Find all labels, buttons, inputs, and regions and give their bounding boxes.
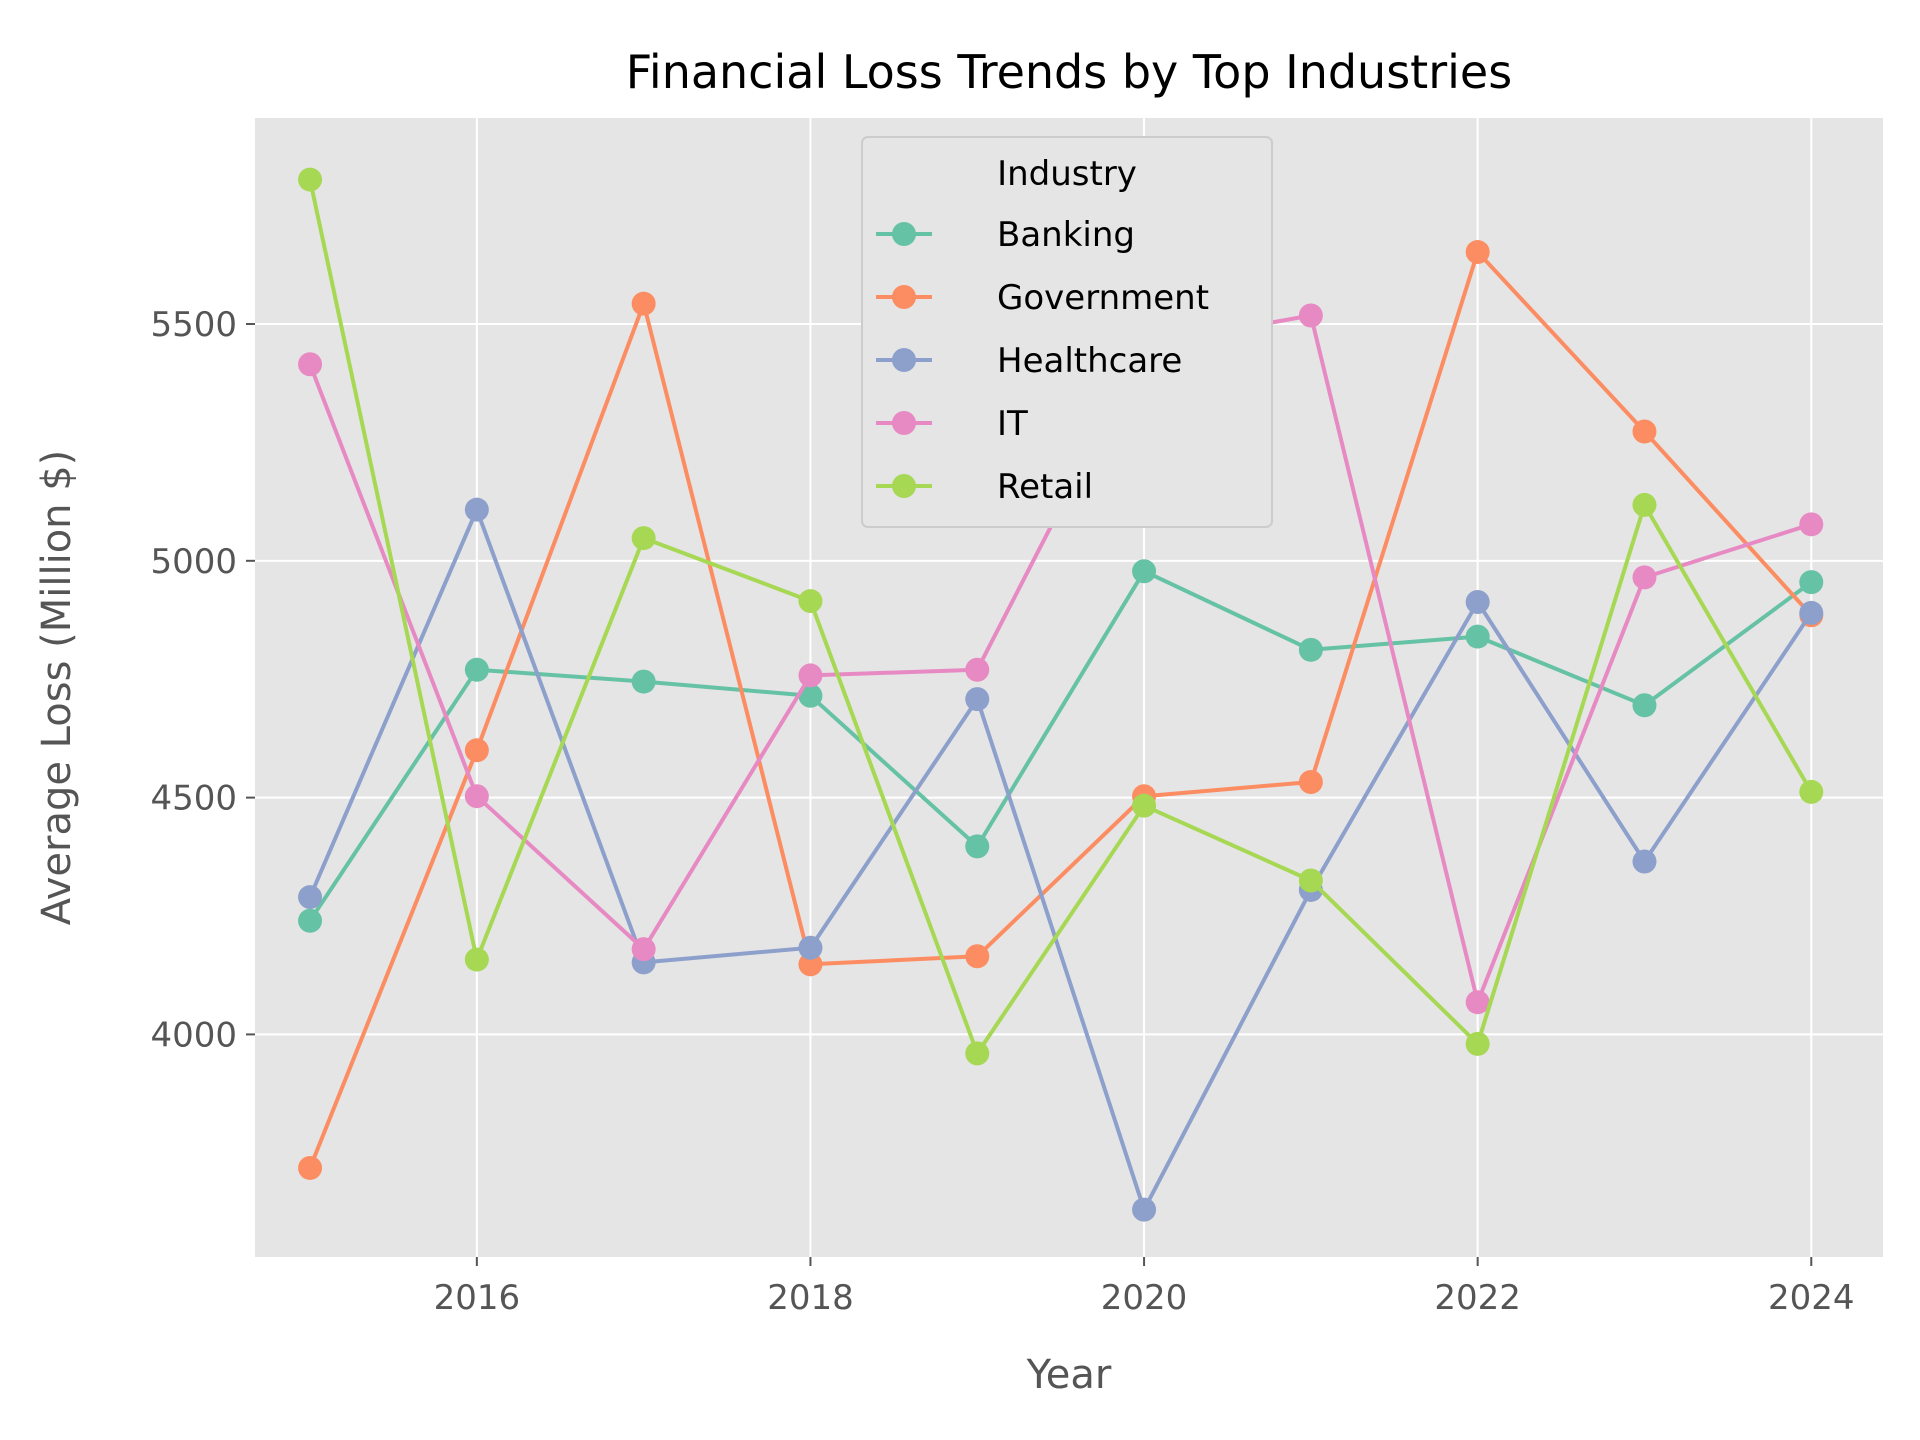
y-axis-ticks: 4000 4500 5000 5500 xyxy=(150,305,255,1055)
legend: Industry Banking Government Healthcare IT Re… xyxy=(861,136,1273,528)
data-point-healthcare xyxy=(464,497,489,522)
series-banking xyxy=(298,559,1824,933)
data-point-government xyxy=(298,1155,323,1180)
data-point-banking xyxy=(464,657,489,682)
legend-box xyxy=(861,136,1273,528)
data-point-it xyxy=(798,663,823,688)
series-line-retail xyxy=(308,179,1814,1056)
data-point-government xyxy=(631,291,656,316)
legend-label-retail: Retail xyxy=(997,467,1093,507)
legend-title: Industry xyxy=(997,154,1137,194)
x-axis-label: Year xyxy=(1026,1352,1112,1398)
data-point-retail xyxy=(1799,779,1824,804)
y-tick-label: 4500 xyxy=(150,779,237,819)
y-tick-label: 5000 xyxy=(150,542,237,582)
data-point-banking xyxy=(965,834,990,859)
x-axis-ticks: 2016 2018 2020 2022 2024 xyxy=(434,1257,1855,1318)
data-point-retail xyxy=(798,589,823,614)
data-point-it xyxy=(464,784,489,809)
data-point-retail xyxy=(464,947,489,972)
data-point-retail xyxy=(965,1041,990,1066)
data-point-government xyxy=(1298,769,1323,794)
x-tick-label: 2020 xyxy=(1101,1278,1188,1318)
data-point-banking xyxy=(798,683,823,708)
data-point-retail xyxy=(1465,1031,1490,1056)
x-tick-label: 2024 xyxy=(1768,1278,1855,1318)
legend-label-it: IT xyxy=(997,404,1028,444)
data-point-banking xyxy=(1132,559,1157,584)
legend-marker-banking xyxy=(892,222,916,246)
series-healthcare xyxy=(298,497,1824,1222)
data-point-banking xyxy=(1298,637,1323,662)
data-point-retail xyxy=(631,526,656,551)
data-point-banking xyxy=(1799,570,1824,595)
data-point-government xyxy=(965,944,990,969)
data-point-healthcare xyxy=(1632,849,1657,874)
data-point-banking xyxy=(1465,624,1490,649)
data-point-healthcare xyxy=(798,935,823,960)
data-point-it xyxy=(1632,565,1657,590)
legend-label-healthcare: Healthcare xyxy=(997,341,1182,381)
data-point-banking xyxy=(1632,693,1657,718)
legend-label-government: Government xyxy=(997,278,1209,318)
data-point-it xyxy=(1465,990,1490,1015)
data-point-healthcare xyxy=(298,885,323,910)
data-point-retail xyxy=(1632,492,1657,517)
x-tick-label: 2016 xyxy=(434,1278,521,1318)
legend-marker-retail xyxy=(892,474,916,498)
data-point-government xyxy=(1465,240,1490,265)
series-line-banking xyxy=(308,569,1813,922)
data-point-it xyxy=(965,657,990,682)
y-axis-label: Average Loss (Million $) xyxy=(34,450,80,926)
data-point-retail xyxy=(1132,793,1157,818)
data-point-healthcare xyxy=(1799,600,1824,625)
legend-marker-it xyxy=(892,411,916,435)
data-point-it xyxy=(298,352,323,377)
data-point-government xyxy=(464,738,489,763)
legend-items: Banking Government Healthcare IT Retail xyxy=(876,215,1209,507)
legend-label-banking: Banking xyxy=(997,215,1135,255)
data-point-it xyxy=(1298,303,1323,328)
series-line-government xyxy=(308,250,1813,1169)
data-point-healthcare xyxy=(1465,590,1490,615)
gridlines xyxy=(255,118,1883,1257)
series-retail xyxy=(298,167,1824,1066)
data-point-banking xyxy=(631,669,656,694)
data-point-government xyxy=(1632,419,1657,444)
data-point-government xyxy=(798,952,823,977)
series-government xyxy=(298,240,1824,1180)
data-point-healthcare xyxy=(1132,1197,1157,1222)
x-tick-label: 2022 xyxy=(1434,1278,1521,1318)
data-point-it xyxy=(1799,512,1824,537)
data-point-healthcare xyxy=(965,687,990,712)
series-line-healthcare xyxy=(308,507,1813,1212)
data-point-banking xyxy=(298,908,323,933)
y-tick-label: 5500 xyxy=(150,305,237,345)
data-point-it xyxy=(631,937,656,962)
legend-marker-healthcare xyxy=(892,348,916,372)
chart-title: Financial Loss Trends by Top Industries xyxy=(626,45,1512,99)
y-tick-label: 4000 xyxy=(150,1015,237,1055)
legend-marker-government xyxy=(892,285,916,309)
data-point-retail xyxy=(1298,868,1323,893)
x-tick-label: 2018 xyxy=(767,1278,854,1318)
data-point-retail xyxy=(298,167,323,192)
